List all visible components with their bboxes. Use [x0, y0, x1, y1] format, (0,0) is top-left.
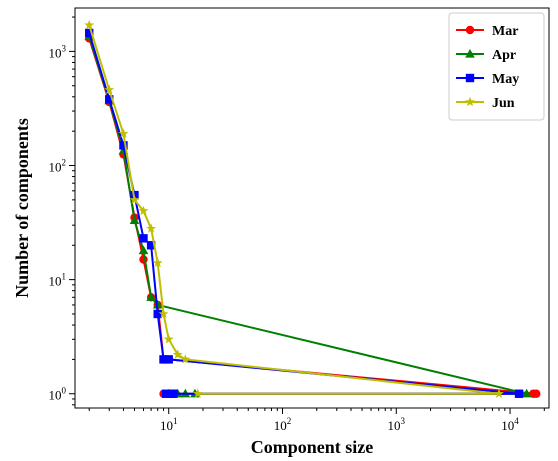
series-jun [84, 19, 504, 398]
point-may [139, 234, 148, 243]
x-tick-label: 104 [501, 416, 519, 433]
x-ticks: 101 102 103 104 [88, 408, 545, 433]
point-jun [163, 334, 174, 344]
legend: Mar Apr May Jun [448, 12, 545, 121]
point-may [159, 355, 168, 364]
point-jun [192, 388, 203, 398]
legend-marker-apr [465, 49, 475, 58]
legend-marker-may [465, 73, 475, 83]
point-may [514, 389, 524, 398]
series-layer [84, 19, 541, 398]
x-axis-label: Component size [251, 437, 374, 457]
point-jun [158, 308, 169, 319]
point-may [166, 389, 176, 398]
legend-marker-mar [465, 25, 475, 35]
point-apr [146, 292, 156, 301]
point-may [146, 241, 156, 250]
legend-marker-jun [465, 96, 475, 107]
y-tick-label: 100 [49, 386, 67, 403]
x-tick-label: 101 [160, 416, 178, 433]
point-jun [146, 223, 157, 233]
y-tick-label: 102 [49, 158, 67, 175]
point-apr [129, 215, 140, 225]
point-jun [84, 19, 95, 30]
point-may [153, 309, 162, 319]
point-jun [172, 349, 183, 359]
point-jun [152, 257, 163, 268]
legend-label-apr: Apr [492, 48, 516, 63]
plot-frame [74, 7, 550, 409]
point-may [105, 95, 114, 104]
y-tick-label: 103 [49, 43, 67, 60]
point-mar [529, 389, 538, 398]
point-apr [521, 388, 532, 398]
series-may [85, 28, 524, 398]
point-may [164, 355, 173, 364]
point-jun [104, 84, 115, 95]
legend-box [448, 12, 545, 121]
point-apr [138, 245, 149, 255]
legend-label-mar: Mar [492, 24, 518, 39]
point-jun [494, 388, 504, 398]
point-may [85, 28, 94, 38]
x-tick-label: 103 [388, 416, 406, 433]
y-tick-label: 101 [49, 272, 67, 289]
point-jun [118, 128, 129, 138]
point-may [162, 389, 171, 398]
y-ticks: 100 101 102 103 [49, 16, 75, 406]
point-jun [180, 354, 191, 364]
point-jun [138, 205, 149, 216]
point-jun [129, 194, 140, 205]
point-may [119, 141, 128, 150]
y-axis-label: Number of components [12, 118, 32, 298]
x-tick-label: 102 [274, 416, 292, 433]
legend-label-jun: Jun [492, 96, 515, 111]
legend-label-may: May [492, 72, 519, 87]
